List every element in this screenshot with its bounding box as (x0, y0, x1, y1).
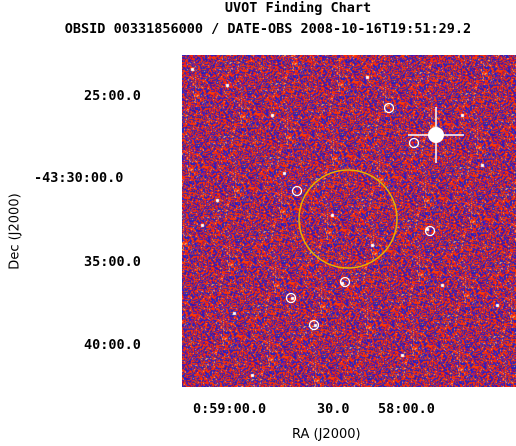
chart-subtitle: OBSID 00331856000 / DATE-OBS 2008-10-16T… (64, 21, 472, 37)
dec-tick-4: 40:00.0 (84, 337, 141, 353)
source-marker (408, 137, 420, 149)
region-overlay (285, 102, 464, 331)
bright-star (408, 107, 464, 163)
catalog-source-markers (285, 102, 436, 331)
dec-tick-1: 25:00.0 (84, 88, 141, 104)
source-marker (383, 102, 395, 114)
ra-tick-2: 30.0 (317, 401, 350, 417)
dec-tick-3: 35:00.0 (84, 254, 141, 270)
ra-tick-3: 58:00.0 (378, 401, 435, 417)
source-marker (339, 276, 351, 288)
source-marker (291, 185, 303, 197)
chart-title: UVOT Finding Chart (224, 0, 372, 16)
source-marker (285, 292, 297, 304)
sky-image (182, 55, 516, 387)
sky-image-pixels (182, 55, 516, 387)
source-marker (424, 225, 436, 237)
x-axis-label: RA (J2000) (292, 427, 361, 442)
source-error-circle (298, 169, 398, 269)
ra-tick-1: 0:59:00.0 (193, 401, 267, 417)
source-marker (308, 319, 320, 331)
dec-tick-2: -43:30:00.0 (34, 170, 124, 186)
y-axis-label: Dec (J2000) (7, 193, 23, 270)
